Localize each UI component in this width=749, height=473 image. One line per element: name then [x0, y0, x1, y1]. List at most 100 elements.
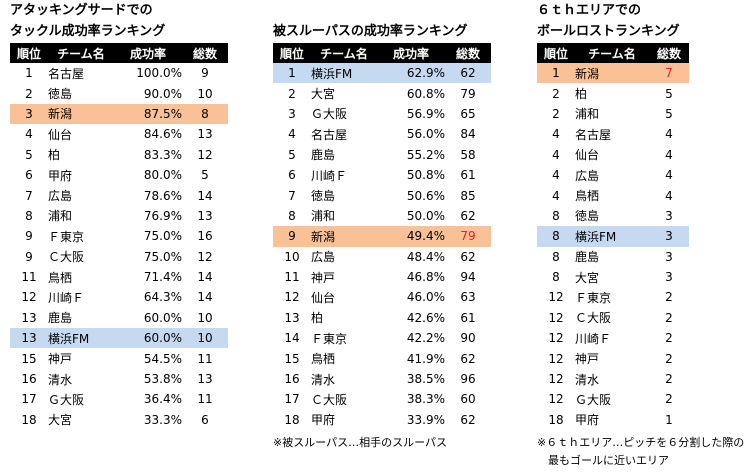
table-header-row: 順位 チーム名 成功率 総数 [10, 43, 228, 63]
table-row: 12 仙台 46.0% 63 [273, 287, 491, 307]
count-cell: 3 [665, 249, 673, 264]
table-row: 1 横浜FM 62.9% 62 [273, 63, 491, 84]
count-cell: 94 [460, 270, 476, 285]
rank-cell: 11 [284, 270, 300, 285]
team-cell: Ｃ大阪 [311, 392, 348, 407]
count-cell: 11 [197, 351, 213, 366]
table-row: 16 清水 53.8% 13 [10, 369, 228, 389]
rank-cell: 4 [552, 168, 560, 183]
team-cell: 新潟 [311, 226, 377, 247]
table-row: 8 浦和 76.9% 13 [10, 206, 228, 226]
table-row: 8 浦和 50.0% 62 [273, 206, 491, 226]
rate-cell: 50.0% [406, 208, 445, 223]
count-cell: 3 [649, 226, 689, 247]
table-row: 7 徳島 50.6% 85 [273, 185, 491, 205]
rate-cell: 38.5% [406, 372, 445, 387]
rank-cell: 8 [288, 208, 296, 223]
team-cell: 鹿島 [311, 148, 336, 163]
table-row: 13 横浜FM 60.0% 10 [10, 328, 228, 349]
table-row: 4 仙台 4 [537, 145, 689, 165]
rank-cell: 18 [284, 412, 300, 427]
rate-cell: 64.3% [143, 290, 182, 305]
team-cell: 鳥栖 [48, 270, 73, 285]
rate-cell: 76.9% [143, 208, 182, 223]
table-row: 12 川崎Ｆ 2 [537, 328, 689, 348]
rank-cell: 12 [21, 290, 37, 305]
table-row: 5 柏 83.3% 12 [10, 145, 228, 165]
rate-cell: 41.9% [406, 351, 445, 366]
rank-cell: 12 [548, 372, 564, 387]
team-cell: 徳島 [575, 209, 600, 224]
rank-cell: 2 [552, 86, 560, 101]
team-cell: Ｃ大阪 [48, 250, 85, 265]
rank-cell: 8 [552, 270, 560, 285]
rate-cell: 90.0% [143, 86, 182, 101]
rank-cell: 13 [10, 328, 48, 349]
rate-cell: 49.4% [377, 226, 445, 247]
rank-cell: 4 [25, 127, 33, 142]
rank-cell: 13 [284, 310, 300, 325]
rank-cell: 4 [288, 127, 296, 142]
rank-cell: 17 [284, 392, 300, 407]
count-cell: 7 [649, 63, 689, 84]
count-cell: 4 [665, 168, 673, 183]
rank-cell: 4 [552, 147, 560, 162]
rank-cell: 7 [288, 188, 296, 203]
table-row: 1 名古屋 100.0% 9 [10, 63, 228, 83]
count-cell: 10 [197, 310, 213, 325]
table-row: 16 清水 38.5% 96 [273, 369, 491, 389]
table-row: 4 名古屋 4 [537, 124, 689, 144]
rank-cell: 6 [288, 168, 296, 183]
count-cell: 16 [197, 229, 213, 244]
team-cell: 甲府 [311, 413, 336, 428]
rate-cell: 46.8% [406, 270, 445, 285]
ranking-table-tackle: 順位 チーム名 成功率 総数 1 名古屋 100.0% 9 2 徳島 90.0% 10 3 新潟 8… [10, 43, 228, 430]
count-cell: 79 [445, 226, 491, 247]
rank-cell: 1 [25, 66, 33, 81]
table-row: 7 広島 78.6% 14 [10, 185, 228, 205]
rate-cell: 56.0% [406, 127, 445, 142]
header-team: チーム名 [311, 43, 377, 63]
header-rate: 成功率 [377, 43, 445, 63]
team-cell: 新潟 [48, 103, 114, 125]
rate-cell: 62.9% [377, 63, 445, 84]
team-cell: 大宮 [48, 413, 73, 428]
team-cell: 名古屋 [311, 127, 348, 142]
table-row: 12 川崎Ｆ 64.3% 14 [10, 287, 228, 307]
table-row: 14 Ｆ東京 42.2% 90 [273, 328, 491, 348]
count-cell: 3 [665, 208, 673, 223]
team-cell: 横浜FM [48, 328, 114, 349]
table-row: 2 徳島 90.0% 10 [10, 83, 228, 103]
team-cell: 横浜FM [575, 226, 649, 247]
table-row: 3 新潟 87.5% 8 [10, 103, 228, 125]
count-cell: 62 [445, 63, 491, 84]
count-cell: 90 [460, 331, 476, 346]
team-cell: 浦和 [575, 107, 600, 122]
table-row: 1 新潟 7 [537, 63, 689, 84]
count-cell: 5 [201, 168, 209, 183]
count-cell: 62 [460, 351, 476, 366]
rank-cell: 14 [284, 331, 300, 346]
ranking-table-ball-lost: 順位 チーム名 総数 1 新潟 7 2 柏 5 2 浦和 5 4 名古屋 4 4 仙台 4 4 広島 4 4 鳥栖 4 8… [537, 43, 689, 430]
footnote-line: ※被スルーパス…相手のスルーパス [273, 436, 447, 449]
team-cell: 甲府 [48, 168, 73, 183]
rank-cell: 8 [552, 249, 560, 264]
panel-ball-lost-ranking: ６ｔｈエリアでの ボールロストランキング 順位 チーム名 総数 1 新潟 7 2 柏 5 2… [537, 0, 689, 430]
team-cell: 大宮 [575, 270, 600, 285]
header-count: 総数 [445, 43, 491, 63]
rank-cell: 2 [25, 86, 33, 101]
rate-cell: 33.9% [406, 412, 445, 427]
team-cell: Ｇ大阪 [48, 392, 85, 407]
table-row: 9 Ｆ東京 75.0% 16 [10, 226, 228, 246]
table-row: 4 広島 4 [537, 165, 689, 185]
count-cell: 1 [665, 412, 673, 427]
rank-cell: 18 [548, 412, 564, 427]
rank-cell: 4 [552, 127, 560, 142]
rank-cell: 1 [537, 63, 575, 84]
team-cell: 甲府 [575, 413, 600, 428]
panel-title-line-1: ６ｔｈエリアでの [537, 3, 642, 18]
panel-through-pass-ranking: 被スルーパスの成功率ランキング 順位 チーム名 成功率 総数 1 横浜FM 62.9… [273, 0, 491, 430]
rank-cell: 17 [21, 392, 37, 407]
team-cell: 鳥栖 [311, 352, 336, 367]
